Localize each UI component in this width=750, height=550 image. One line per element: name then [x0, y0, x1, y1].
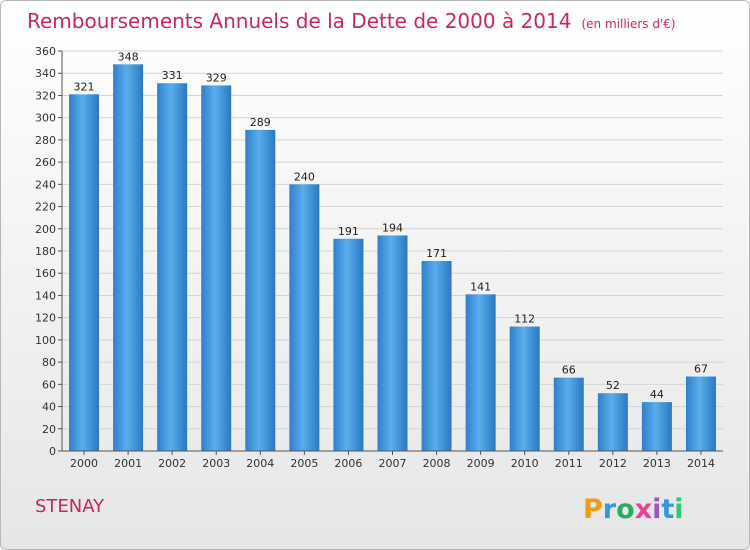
bar-value-label: 194: [382, 221, 403, 234]
bar: [201, 85, 232, 451]
bar-value-label: 191: [338, 225, 359, 238]
bar: [113, 64, 144, 452]
bar: [289, 184, 320, 452]
y-tick-label: 280: [35, 134, 56, 147]
y-tick-label: 100: [35, 334, 56, 347]
y-tick-label: 300: [35, 112, 56, 125]
bar: [597, 393, 628, 451]
x-tick-label: 2007: [379, 457, 407, 470]
x-tick-label: 2001: [114, 457, 142, 470]
x-tick-label: 2011: [555, 457, 583, 470]
bars: 321 348 331 329 289 240 191 194 171 141 112 66 52 44 6…: [69, 50, 716, 452]
y-tick-label: 60: [42, 378, 56, 391]
x-tick-label: 2012: [599, 457, 627, 470]
y-tick-label: 80: [42, 356, 56, 369]
y-tick-label: 160: [35, 267, 56, 280]
bar-value-label: 52: [606, 379, 620, 392]
x-tick-label: 2014: [687, 457, 715, 470]
bar: [333, 238, 364, 451]
logo-letter: x: [635, 494, 652, 525]
y-tick-label: 120: [35, 312, 56, 325]
logo-letter: i: [652, 494, 661, 525]
bar: [69, 94, 100, 451]
bar: [509, 326, 540, 451]
logo-letter: P: [583, 494, 603, 525]
logo-letter: r: [603, 494, 617, 525]
bar: [157, 83, 188, 451]
y-tick-label: 320: [35, 89, 56, 102]
logo-letter: t: [661, 494, 674, 525]
bar-value-label: 240: [294, 170, 315, 183]
x-tick-label: 2010: [511, 457, 539, 470]
y-tick-label: 0: [49, 445, 56, 458]
bar: [641, 402, 672, 451]
bar-value-label: 67: [694, 363, 708, 376]
bar-value-label: 171: [426, 247, 447, 260]
logo-letter: i: [674, 494, 683, 525]
bar: [553, 377, 584, 451]
bar-value-label: 289: [250, 116, 271, 129]
proxiti-logo: Proxiti: [583, 494, 684, 525]
x-tick-label: 2008: [423, 457, 451, 470]
bar-value-label: 44: [650, 388, 664, 401]
logo-letter: o: [616, 494, 635, 525]
bar: [465, 294, 496, 451]
chart-title: Remboursements Annuels de la Dette de 20…: [27, 9, 676, 33]
bar-value-label: 66: [562, 364, 576, 377]
x-tick-label: 2002: [158, 457, 186, 470]
bar-value-label: 112: [514, 313, 535, 326]
bar: [377, 235, 408, 451]
bar-value-label: 348: [118, 50, 139, 63]
bar: [685, 376, 716, 451]
bar: [245, 129, 276, 451]
y-tick-label: 260: [35, 156, 56, 169]
y-tick-label: 340: [35, 67, 56, 80]
bar-value-label: 141: [470, 280, 491, 293]
x-tick-label: 2005: [290, 457, 318, 470]
y-tick-label: 140: [35, 289, 56, 302]
x-tick-label: 2004: [246, 457, 274, 470]
y-tick-label: 360: [35, 45, 56, 58]
y-tick-label: 220: [35, 201, 56, 214]
axes: 0 20 40 60 80 100 120 140 160 180 200 220 240 260 280 3…: [35, 45, 723, 470]
y-tick-label: 40: [42, 401, 56, 414]
x-tick-label: 2006: [334, 457, 362, 470]
bar: [421, 261, 452, 451]
y-tick-label: 20: [42, 423, 56, 436]
x-tick-label: 2009: [467, 457, 495, 470]
x-tick-label: 2000: [70, 457, 98, 470]
bar-value-label: 321: [74, 80, 95, 93]
bar-value-label: 329: [206, 71, 227, 84]
x-tick-label: 2003: [202, 457, 230, 470]
y-tick-label: 200: [35, 223, 56, 236]
x-tick-label: 2013: [643, 457, 671, 470]
place-name: STENAY: [35, 496, 105, 517]
y-tick-label: 180: [35, 245, 56, 258]
bar-value-label: 331: [162, 69, 183, 82]
y-tick-label: 240: [35, 178, 56, 191]
